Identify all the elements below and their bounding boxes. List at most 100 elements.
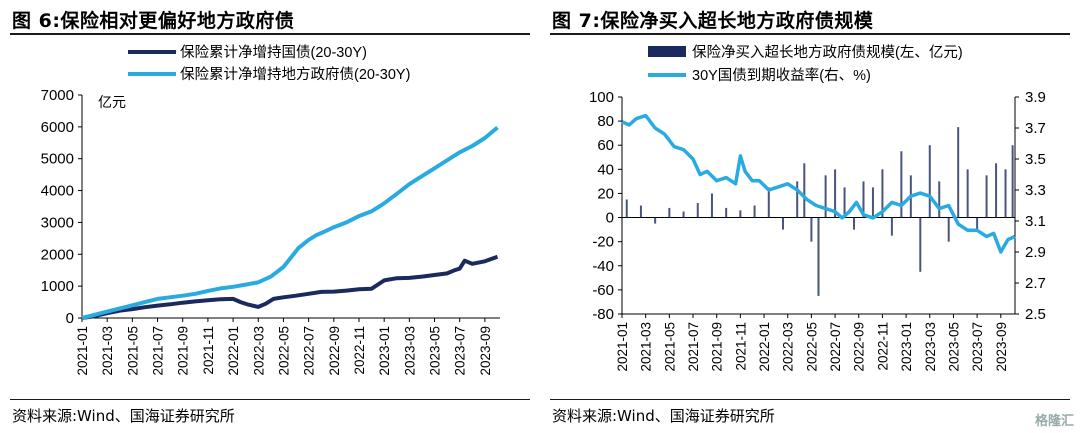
x-tick-label: 2023-05 bbox=[428, 326, 443, 376]
legend-label-yield: 30Y国债到期收益率(右、%) bbox=[692, 67, 871, 84]
x-tick-label: 2022-01 bbox=[757, 322, 772, 372]
bar-mark bbox=[810, 217, 813, 242]
y-tick-label: 7000 bbox=[41, 87, 74, 104]
bar-mark bbox=[817, 217, 820, 296]
source-rule-right bbox=[550, 399, 1070, 400]
left-tick-label: 40 bbox=[597, 161, 614, 178]
source-note-left: 资料来源:Wind、国海证券研究所 bbox=[12, 407, 235, 425]
right-tick-label: 3.7 bbox=[1025, 120, 1046, 137]
chart-title-right: 图 7:保险净买入超长地方政府债规模 bbox=[552, 10, 874, 32]
watermark-logo: 格隆汇 bbox=[1034, 414, 1074, 429]
x-tick-label: 2021-05 bbox=[125, 326, 140, 376]
bar-mark bbox=[710, 193, 713, 218]
x-tick-label: 2022-05 bbox=[276, 326, 291, 376]
chart-panel-left: 图 6:保险相对更偏好地方政府债 0 1000 2000 3000 4000 5000 60… bbox=[10, 10, 530, 425]
x-tick-label: 2023-03 bbox=[923, 322, 938, 372]
left-tick-label: 0 bbox=[606, 210, 614, 227]
bar-mark bbox=[639, 205, 642, 218]
source-rule-left bbox=[10, 399, 530, 400]
legend-label-0: 保险累计净增持国债(20-30Y) bbox=[180, 44, 367, 61]
x-tick-label: 2021-07 bbox=[686, 322, 701, 372]
left-tick-label: -20 bbox=[592, 234, 614, 251]
unit-label: 亿元 bbox=[98, 94, 126, 110]
series-line-1 bbox=[81, 125, 499, 320]
bar-mark bbox=[938, 181, 941, 218]
right-tick-label: 2.7 bbox=[1025, 275, 1046, 292]
y-tick-label: 1000 bbox=[41, 278, 74, 295]
y-tick-label: 2000 bbox=[41, 246, 74, 263]
x-tick-label: 2022-09 bbox=[852, 322, 867, 372]
bar-mark bbox=[654, 217, 657, 224]
x-tick-label: 2023-05 bbox=[946, 322, 961, 372]
bar-mark bbox=[682, 211, 685, 218]
right-tick-label: 2.9 bbox=[1025, 244, 1046, 261]
x-tick-label: 2022-05 bbox=[804, 322, 819, 372]
bar-mark bbox=[843, 187, 846, 218]
left-tick-label: -60 bbox=[592, 282, 614, 299]
left-tick-label: 80 bbox=[597, 113, 614, 130]
bar-mark bbox=[781, 217, 784, 230]
bar-mark bbox=[803, 163, 806, 218]
yield-line bbox=[621, 113, 1016, 254]
bar-mark bbox=[890, 217, 893, 236]
x-tick-label: 2023-01 bbox=[377, 326, 392, 376]
right-tick-label: 3.3 bbox=[1025, 182, 1046, 199]
chart-right-svg: -80 -60 -40 -20 0 20 40 60 80 100 2.5 2.7 2.9 3.1 3.3 3… bbox=[589, 44, 1046, 372]
x-tick-label: 2021-11 bbox=[733, 322, 748, 371]
x-tick-label: 2021-01 bbox=[615, 322, 630, 372]
source-note-right: 资料来源:Wind、国海证券研究所 bbox=[552, 407, 775, 425]
left-tick-label: 60 bbox=[597, 137, 614, 154]
series-line-0 bbox=[81, 254, 499, 320]
bar-mark bbox=[881, 169, 884, 218]
chart-title-left: 图 6:保险相对更偏好地方政府债 bbox=[12, 10, 295, 32]
x-tick-label: 2021-09 bbox=[176, 326, 191, 376]
left-tick-label: 100 bbox=[589, 89, 614, 106]
bar-mark bbox=[928, 145, 931, 218]
right-tick-label: 3.9 bbox=[1025, 89, 1046, 106]
bar-mark bbox=[957, 127, 960, 218]
x-tick-label: 2022-01 bbox=[226, 326, 241, 376]
bar-mark bbox=[625, 199, 628, 218]
bar-mark bbox=[753, 205, 756, 218]
right-tick-label: 2.5 bbox=[1025, 306, 1046, 323]
left-tick-label: -40 bbox=[592, 258, 614, 275]
x-tick-label: 2022-11 bbox=[875, 322, 890, 371]
bar-mark bbox=[900, 151, 903, 218]
x-tick-label: 2021-05 bbox=[662, 322, 677, 372]
bar-mark bbox=[862, 181, 865, 218]
chart-left-svg: 0 1000 2000 3000 4000 5000 6000 7000 2021-01 2021… bbox=[41, 44, 500, 376]
bar-mark bbox=[668, 207, 671, 218]
x-tick-label: 2022-11 bbox=[352, 326, 367, 375]
y-tick-label: 0 bbox=[66, 310, 74, 327]
bar-mark bbox=[834, 169, 837, 218]
bar-mark bbox=[995, 163, 998, 218]
y-tick-label: 3000 bbox=[41, 214, 74, 231]
x-tick-label: 2021-09 bbox=[710, 322, 725, 372]
chart-panel-right: 图 7:保险净买入超长地方政府债规模 -80 -60 -40 -20 0 20 40 60 80… bbox=[540, 0, 1080, 433]
x-tick-label: 2022-07 bbox=[302, 326, 317, 376]
x-tick-label: 2021-07 bbox=[151, 326, 166, 376]
bar-mark bbox=[1004, 169, 1007, 218]
legend-label-1: 保险累计净增持地方政府债(20-30Y) bbox=[180, 66, 410, 83]
x-tick-label: 2022-09 bbox=[327, 326, 342, 376]
bar-mark bbox=[985, 175, 988, 218]
y-tick-label: 6000 bbox=[41, 119, 74, 136]
x-tick-label: 2023-03 bbox=[402, 326, 417, 376]
bar-mark bbox=[739, 210, 742, 218]
x-tick-label: 2021-03 bbox=[639, 322, 654, 372]
x-tick-label: 2023-09 bbox=[994, 322, 1009, 372]
y-tick-label: 4000 bbox=[41, 183, 74, 200]
bar-mark bbox=[947, 217, 950, 242]
bar-mark bbox=[796, 181, 799, 218]
legend-label-bars: 保险净买入超长地方政府债规模(左、亿元) bbox=[692, 44, 963, 61]
right-tick-label: 3.5 bbox=[1025, 151, 1046, 168]
bar-mark bbox=[1011, 145, 1014, 218]
x-tick-label: 2021-11 bbox=[201, 326, 216, 375]
bar-mark bbox=[976, 217, 979, 230]
x-tick-label: 2023-07 bbox=[970, 322, 985, 372]
bar-mark bbox=[853, 217, 856, 230]
title-rule-right bbox=[550, 33, 1070, 35]
left-tick-label: 20 bbox=[597, 185, 614, 202]
right-tick-label: 3.1 bbox=[1025, 213, 1046, 230]
bar-mark bbox=[966, 169, 969, 218]
